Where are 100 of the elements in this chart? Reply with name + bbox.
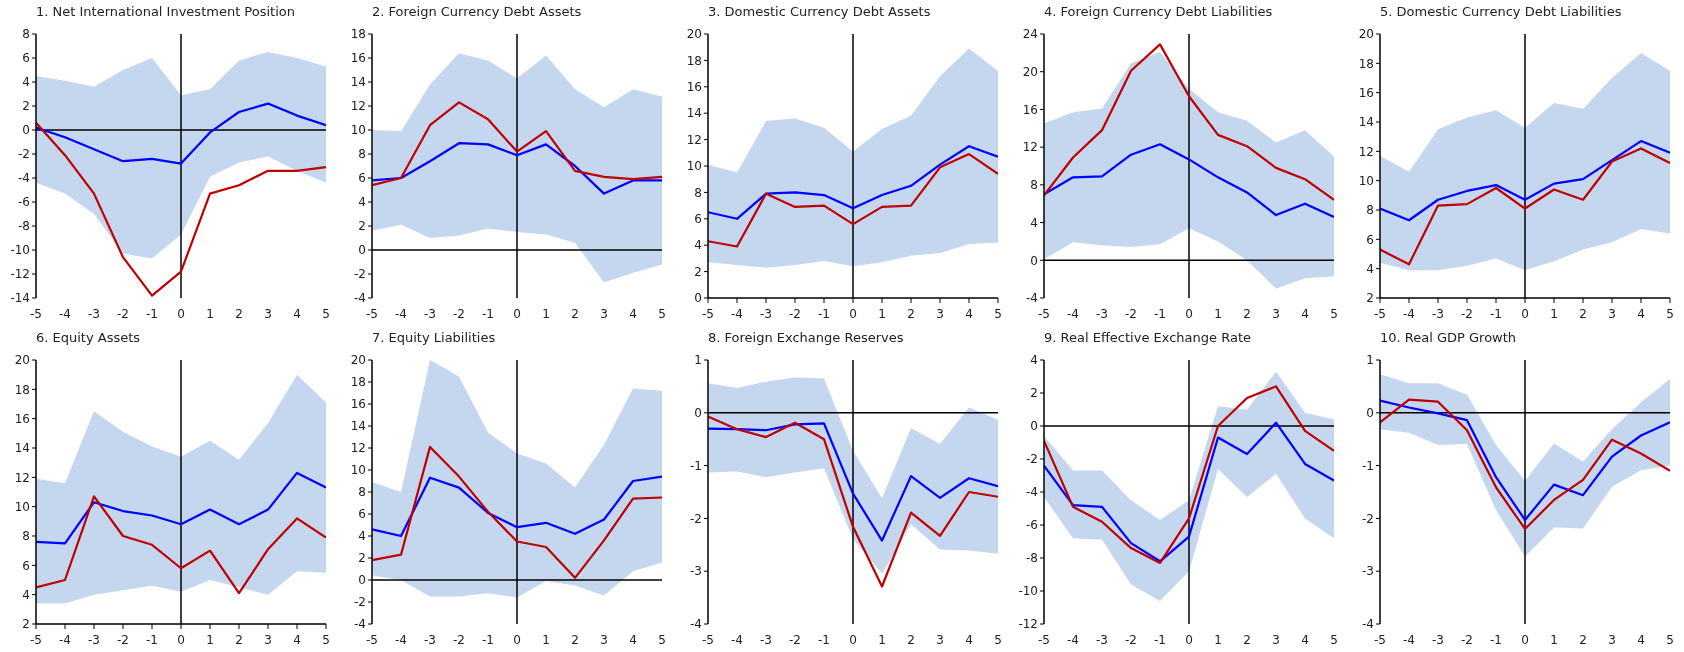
y-tick-label: 18 xyxy=(14,382,30,397)
y-tick-label: -2 xyxy=(18,147,30,162)
x-tick-label: 1 xyxy=(1214,632,1222,647)
x-tick-label: -4 xyxy=(1403,306,1415,321)
x-tick-label: 2 xyxy=(1579,632,1587,647)
x-tick-label: 0 xyxy=(1521,306,1529,321)
x-tick-label: -3 xyxy=(1096,306,1108,321)
chart-title: 8. Foreign Exchange Reserves xyxy=(707,330,905,347)
x-tick-label: -5 xyxy=(30,306,42,321)
line-series xyxy=(36,495,326,595)
y-tick-label: -4 xyxy=(354,291,366,306)
x-tick-label: 0 xyxy=(1185,306,1193,321)
y-tick-label: 16 xyxy=(686,80,702,95)
x-tick-label: 1 xyxy=(1550,306,1558,321)
x-tick-label: -2 xyxy=(1461,306,1473,321)
x-tick-label: 5 xyxy=(322,632,330,647)
x-tick-label: 5 xyxy=(658,306,666,321)
y-tick-label: 6 xyxy=(358,171,366,186)
y-tick-label: 2 xyxy=(694,264,702,279)
y-tick-label: 2 xyxy=(22,617,30,632)
x-tick-label: -4 xyxy=(59,306,71,321)
x-tick-label: 1 xyxy=(542,632,550,647)
y-tick-label: -14 xyxy=(10,291,30,306)
y-tick-label: -2 xyxy=(1362,511,1374,526)
y-tick-label: 18 xyxy=(350,27,366,42)
y-tick-label: 18 xyxy=(350,375,366,390)
y-tick-label: 12 xyxy=(686,132,702,147)
y-tick-label: 4 xyxy=(694,238,702,253)
x-tick-label: -2 xyxy=(117,306,129,321)
x-tick-label: -1 xyxy=(1490,632,1502,647)
y-tick-label: 0 xyxy=(358,243,366,258)
x-tick-label: 4 xyxy=(629,306,637,321)
x-tick-label: -1 xyxy=(818,632,830,647)
x-tick-label: 2 xyxy=(907,632,915,647)
y-tick-label: -8 xyxy=(1026,551,1038,566)
y-tick-label: -2 xyxy=(690,511,702,526)
x-tick-label: -3 xyxy=(88,306,100,321)
y-tick-label: 0 xyxy=(1030,253,1038,268)
x-tick-label: -5 xyxy=(1038,632,1050,647)
x-tick-label: 3 xyxy=(1608,306,1616,321)
y-tick-label: 24 xyxy=(1022,27,1038,42)
x-tick-label: 4 xyxy=(965,632,973,647)
x-tick-label: -2 xyxy=(453,306,465,321)
x-tick-label: 5 xyxy=(994,306,1002,321)
x-tick-label: -2 xyxy=(1461,632,1473,647)
x-tick-label: -4 xyxy=(1067,632,1079,647)
y-tick-label: -1 xyxy=(1362,458,1374,473)
y-tick-label: 8 xyxy=(1030,178,1038,193)
x-tick-label: -1 xyxy=(146,632,158,647)
x-tick-label: 1 xyxy=(878,632,886,647)
y-tick-label: 20 xyxy=(350,353,366,368)
line-series xyxy=(36,471,326,545)
y-tick-label: 18 xyxy=(1358,56,1374,71)
x-tick-label: 1 xyxy=(206,306,214,321)
y-tick-label: 14 xyxy=(350,419,366,434)
x-tick-label: 0 xyxy=(513,306,521,321)
x-tick-label: 4 xyxy=(1637,306,1645,321)
x-tick-label: -3 xyxy=(760,306,772,321)
y-tick-label: 20 xyxy=(1358,27,1374,42)
x-tick-label: 1 xyxy=(542,306,550,321)
x-tick-label: 2 xyxy=(571,306,579,321)
chart-title: 2. Foreign Currency Debt Assets xyxy=(371,4,583,21)
y-tick-label: 8 xyxy=(22,529,30,544)
x-tick-label: 4 xyxy=(1301,306,1309,321)
x-tick-label: -3 xyxy=(1432,632,1444,647)
y-tick-label: 10 xyxy=(14,499,30,514)
x-tick-label: -3 xyxy=(424,306,436,321)
y-tick-label: 2 xyxy=(1030,386,1038,401)
chart-title: 6. Equity Assets xyxy=(35,330,142,347)
x-tick-label: -1 xyxy=(1490,306,1502,321)
line-series xyxy=(1044,143,1334,219)
x-tick-label: 3 xyxy=(264,306,272,321)
y-tick-label: 14 xyxy=(350,75,366,90)
x-tick-label: -5 xyxy=(366,632,378,647)
y-tick-label: 16 xyxy=(1358,85,1374,100)
x-tick-label: 2 xyxy=(235,632,243,647)
y-tick-label: 4 xyxy=(358,529,366,544)
y-tick-label: -12 xyxy=(1018,617,1038,632)
x-tick-label: 5 xyxy=(1666,306,1674,321)
y-tick-label: -4 xyxy=(18,171,30,186)
y-tick-label: 0 xyxy=(694,291,702,306)
chart-title: 4. Foreign Currency Debt Liabilities xyxy=(1043,4,1274,21)
y-tick-label: 4 xyxy=(1030,353,1038,368)
y-tick-label: 0 xyxy=(694,406,702,421)
y-tick-label: 10 xyxy=(350,123,366,138)
chart-title: 1. Net International Investment Position xyxy=(35,4,296,21)
x-tick-label: -4 xyxy=(731,306,743,321)
x-tick-label: 1 xyxy=(1550,632,1558,647)
y-tick-label: 20 xyxy=(686,27,702,42)
y-tick-label: 6 xyxy=(694,212,702,227)
y-tick-label: -2 xyxy=(354,267,366,282)
x-tick-label: -2 xyxy=(117,632,129,647)
y-tick-label: -2 xyxy=(1026,452,1038,467)
x-tick-label: -5 xyxy=(1038,306,1050,321)
x-tick-label: 2 xyxy=(907,306,915,321)
x-tick-label: 3 xyxy=(600,306,608,321)
x-tick-label: -4 xyxy=(1403,632,1415,647)
x-tick-label: 4 xyxy=(1301,632,1309,647)
x-tick-label: 3 xyxy=(1272,306,1280,321)
y-tick-label: 20 xyxy=(1022,64,1038,79)
